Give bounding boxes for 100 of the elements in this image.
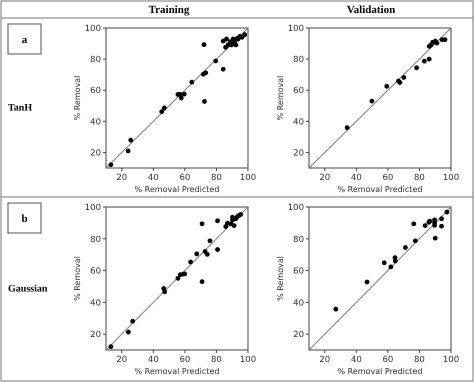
x-tick-label: 20 (116, 173, 128, 183)
y-tick-label: 80 (90, 55, 101, 66)
y-tick-label: 80 (293, 234, 304, 245)
point (204, 252, 210, 257)
x-tick-label: 100 (442, 173, 460, 183)
y-tick-label: 40 (90, 298, 101, 308)
point (233, 42, 238, 48)
point (411, 221, 416, 226)
x-tick-label: 60 (179, 355, 190, 365)
point (202, 42, 206, 48)
y-axis-title: % Removal (73, 256, 82, 301)
point (422, 223, 428, 228)
text: Gaussian (8, 284, 48, 294)
x-tick-label: 40 (350, 355, 362, 365)
y-tick-label: 40 (293, 117, 304, 128)
point (439, 216, 444, 222)
point (194, 251, 200, 256)
y-tick-label: 60 (293, 266, 304, 277)
y-axis-title: % Removal (276, 256, 285, 301)
x-tick-label: 60 (382, 355, 394, 365)
point (414, 65, 420, 70)
x-tick-label: 100 (442, 355, 460, 365)
point (215, 218, 220, 224)
x-tick-label: 40 (148, 173, 159, 183)
point (401, 75, 406, 80)
y-tick-label: 100 (288, 203, 304, 213)
point (224, 36, 229, 42)
text: TanH (8, 102, 32, 114)
point (412, 238, 418, 244)
point (176, 276, 180, 281)
x-tick-label: 60 (179, 173, 190, 183)
y-tick-label: 40 (90, 117, 101, 128)
y-tick-label: 60 (293, 86, 304, 96)
point (392, 258, 398, 264)
point (200, 221, 204, 226)
point (203, 70, 208, 76)
point (344, 125, 350, 130)
point (388, 264, 394, 270)
point (426, 56, 432, 62)
point (126, 330, 131, 334)
point (188, 260, 193, 264)
point (439, 224, 444, 229)
point (364, 280, 370, 284)
y-tick-label: 20 (293, 330, 304, 340)
y-tick-label: 40 (293, 298, 304, 308)
point (159, 109, 164, 114)
x-tick-label: 100 (240, 355, 256, 365)
y-tick-label: 100 (288, 24, 304, 34)
point (189, 80, 194, 85)
point (432, 236, 438, 241)
y-axis-title: % Removal (73, 76, 82, 120)
chart-title: Validation (346, 4, 396, 16)
x-axis-title: % Removal Predicted (338, 185, 422, 194)
point (162, 106, 167, 110)
y-tick-label: 80 (293, 55, 304, 66)
y-tick-label: 60 (90, 266, 101, 277)
point (242, 32, 248, 38)
x-tick-label: 40 (350, 173, 362, 183)
y-axis-title: % Removal (276, 76, 285, 120)
point (108, 162, 114, 168)
x-tick-label: 80 (414, 355, 425, 365)
x-tick-label: 40 (148, 355, 159, 365)
x-tick-label: 80 (211, 355, 222, 365)
point (178, 96, 184, 100)
point (403, 245, 408, 250)
point (108, 344, 114, 350)
point (333, 306, 338, 312)
point (213, 58, 218, 64)
point (384, 84, 390, 89)
point (208, 238, 212, 244)
point (444, 210, 450, 214)
point (220, 66, 226, 72)
y-tick-label: 100 (84, 24, 101, 34)
y-tick-label: 80 (90, 234, 101, 245)
x-axis-title: % Removal Predicted (134, 185, 220, 194)
x-tick-label: 80 (211, 173, 222, 183)
x-tick-label: 100 (240, 173, 256, 183)
point (223, 224, 228, 229)
point (215, 247, 220, 252)
point (182, 92, 187, 97)
point (382, 260, 387, 266)
y-tick-label: 20 (90, 330, 101, 340)
point (130, 318, 136, 324)
x-tick-label: 20 (116, 355, 128, 365)
x-tick-label: 20 (319, 173, 330, 183)
x-axis-title: % Removal Predicted (338, 367, 422, 376)
point (202, 99, 207, 104)
x-tick-label: 60 (382, 173, 394, 183)
y-tick-label: 60 (90, 86, 101, 96)
text: a (22, 34, 28, 46)
point (128, 138, 134, 143)
point (162, 289, 168, 294)
point (126, 148, 130, 154)
point (422, 58, 427, 64)
point (232, 223, 237, 228)
point (200, 279, 204, 284)
y-tick-label: 20 (90, 148, 101, 158)
y-tick-label: 100 (84, 203, 101, 213)
x-tick-label: 80 (414, 173, 425, 183)
point (370, 98, 374, 104)
